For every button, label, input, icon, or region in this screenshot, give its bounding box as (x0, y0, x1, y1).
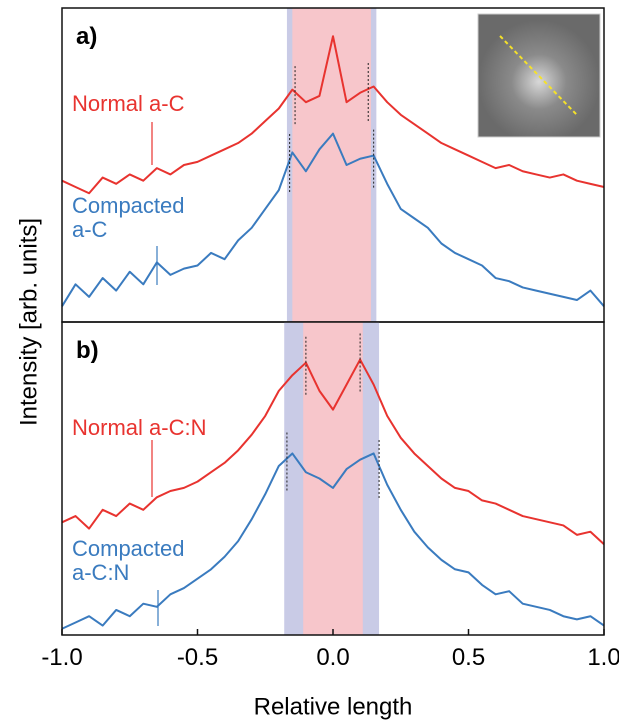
data-line (61, 358, 605, 545)
data-line (61, 35, 605, 195)
series-label: Compacted a-C:N (72, 536, 185, 585)
panel-label: a) (76, 23, 97, 50)
inset-image (477, 13, 601, 138)
inset-scan-line (499, 35, 579, 117)
x-tick-label: 0.5 (452, 644, 485, 671)
x-tick-label: -0.5 (177, 644, 218, 671)
panel-label: b) (76, 337, 99, 364)
x-axis-label: Relative length (254, 693, 413, 720)
highlight-band (303, 322, 363, 635)
data-line (61, 452, 605, 630)
data-line (61, 132, 605, 307)
x-tick-label: -1.0 (41, 644, 82, 671)
x-tick-label: 1.0 (587, 644, 619, 671)
x-tick-label: 0.0 (316, 644, 349, 671)
inset-background (477, 13, 601, 138)
highlight-band (292, 8, 371, 322)
series-label: Compacted a-C (72, 193, 185, 242)
series-label: Normal a-C (72, 91, 185, 116)
y-axis-label: Intensity [arb. units] (15, 218, 42, 426)
series-label: Normal a-C:N (72, 415, 207, 440)
